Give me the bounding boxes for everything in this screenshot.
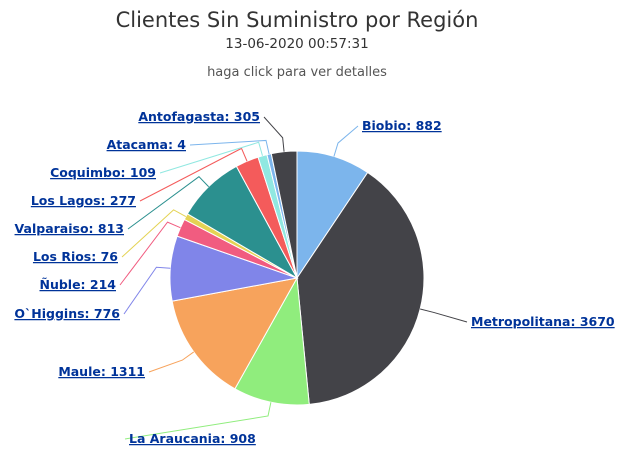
chart-hint: haga click para ver detalles xyxy=(207,65,387,80)
data-label-la-araucania[interactable]: La Araucania: 908 xyxy=(129,431,256,446)
connector-los-rios xyxy=(121,209,187,258)
connector-valparaiso xyxy=(127,176,210,230)
connector-o-higgins xyxy=(123,266,171,315)
connector-coquimbo xyxy=(159,141,263,174)
chart-subtitle: 13-06-2020 00:57:31 xyxy=(225,36,369,52)
data-label-o-higgins[interactable]: O`Higgins: 776 xyxy=(14,306,120,321)
connector-metropolitana xyxy=(420,308,468,323)
pie-slice-antofagasta[interactable] xyxy=(270,150,298,279)
data-label-ñuble[interactable]: Ñuble: 214 xyxy=(39,277,116,292)
connector-ñuble xyxy=(119,221,181,286)
pie-slice-metropolitana[interactable] xyxy=(296,171,425,405)
connector-antofagasta xyxy=(263,116,285,152)
connector-atacama xyxy=(189,139,270,155)
data-label-los-rios[interactable]: Los Rios: 76 xyxy=(33,249,118,264)
data-label-los-lagos[interactable]: Los Lagos: 277 xyxy=(31,193,136,208)
pie-slice-maule[interactable] xyxy=(171,277,298,390)
connector-biobio xyxy=(333,125,359,157)
data-label-atacama[interactable]: Atacama: 4 xyxy=(107,137,187,152)
chart-title: Clientes Sin Suministro por Región xyxy=(115,8,479,32)
data-label-valparaiso[interactable]: Valparaiso: 813 xyxy=(15,221,124,236)
pie-slice-la-araucania[interactable] xyxy=(234,276,310,406)
connector-la-araucania xyxy=(124,402,272,440)
data-label-antofagasta[interactable]: Antofagasta: 305 xyxy=(138,109,260,124)
data-label-biobio[interactable]: Biobio: 882 xyxy=(362,118,442,133)
connector-los-lagos xyxy=(139,147,248,202)
connector-maule xyxy=(148,351,195,373)
data-label-coquimbo[interactable]: Coquimbo: 109 xyxy=(50,165,156,180)
data-label-metropolitana[interactable]: Metropolitana: 3670 xyxy=(471,314,615,329)
data-label-maule[interactable]: Maule: 1311 xyxy=(58,364,145,379)
